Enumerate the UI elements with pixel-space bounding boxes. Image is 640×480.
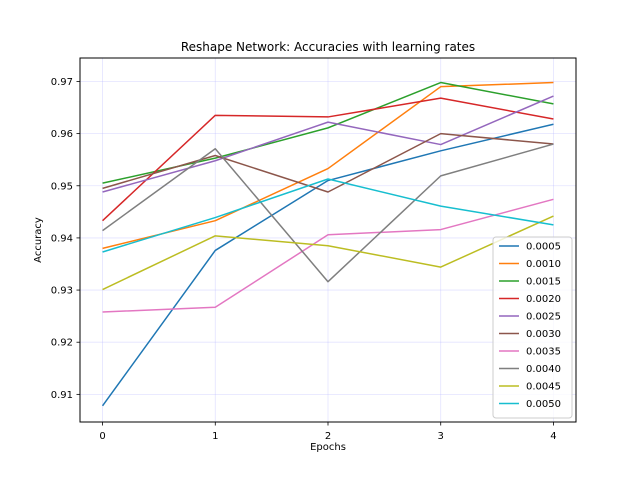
y-tick-label: 0.94 [51, 233, 73, 244]
chart-title: Reshape Network: Accuracies with learnin… [181, 40, 475, 54]
y-tick-label: 0.93 [51, 286, 73, 297]
legend-label: 0.0020 [526, 294, 561, 305]
x-tick-label: 1 [212, 431, 218, 442]
x-tick-label: 3 [438, 431, 444, 442]
legend: 0.0005 0.0010 0.0015 0.0020 0.0025 0.0030 0.00… [492, 236, 573, 419]
x-tick-label: 2 [325, 431, 331, 442]
x-tick-label: 4 [550, 431, 556, 442]
legend-label: 0.0035 [526, 347, 561, 358]
legend-box [492, 236, 573, 419]
legend-label: 0.0050 [526, 399, 561, 410]
series-line-0.0010 [102, 81, 554, 250]
series-line-0.0035 [102, 198, 554, 313]
legend-label: 0.0040 [526, 364, 561, 375]
series-line-0.0020 [102, 97, 554, 222]
legend-label: 0.0015 [526, 277, 561, 288]
legend-label: 0.0005 [526, 242, 561, 253]
y-tick-label: 0.92 [51, 338, 73, 349]
series-line-0.0005 [101, 123, 554, 407]
y-tick-label: 0.97 [51, 77, 73, 88]
legend-label: 0.0030 [526, 329, 561, 340]
x-axis-label: Epochs [310, 442, 346, 453]
series-line-0.0025 [102, 95, 554, 193]
legend-label: 0.0045 [526, 382, 561, 393]
x-tick-label: 0 [99, 431, 105, 442]
series-line-0.0030 [102, 132, 554, 193]
y-tick-label: 0.95 [51, 181, 73, 192]
legend-label: 0.0025 [526, 312, 561, 323]
series-line-0.0045 [102, 215, 554, 291]
series-line-0.0050 [102, 178, 554, 253]
x-axis-ticks: 0 1 2 3 4 [99, 422, 557, 442]
legend-label: 0.0010 [526, 259, 561, 270]
y-axis-ticks: 0.91 0.92 0.93 0.94 0.95 0.96 0.97 [51, 77, 80, 401]
y-axis-label: Accuracy [33, 217, 44, 263]
y-tick-label: 0.91 [51, 390, 73, 401]
series-line-0.0040 [102, 143, 554, 283]
series-lines [101, 81, 554, 407]
y-tick-label: 0.96 [51, 129, 73, 140]
